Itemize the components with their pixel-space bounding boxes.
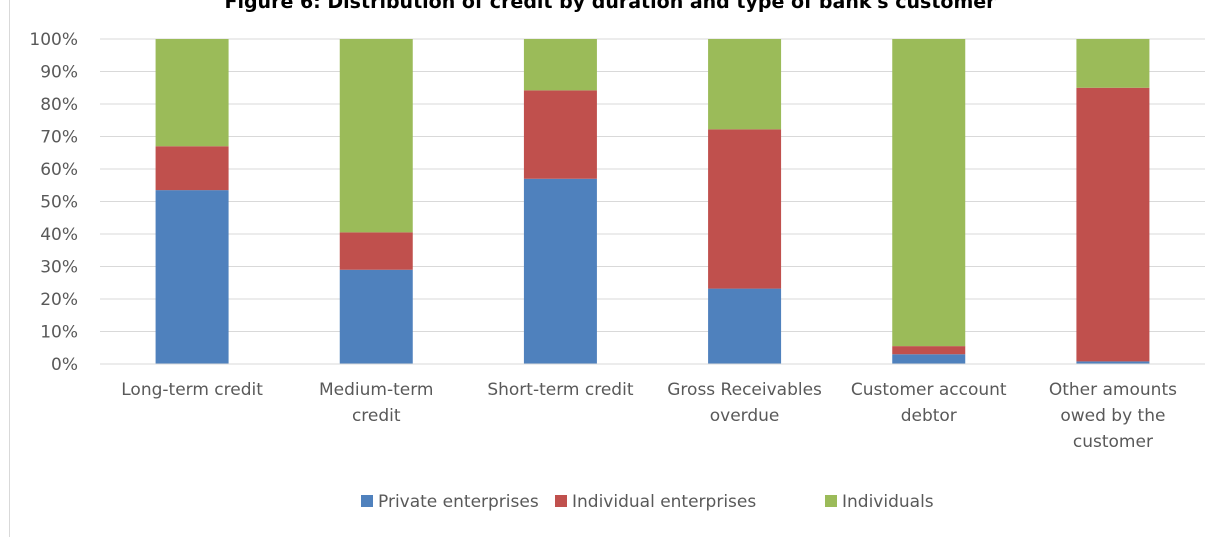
y-tick-label: 20% <box>40 290 78 310</box>
bar-individual-enterprises <box>523 90 597 179</box>
y-tick-label: 80% <box>40 95 78 115</box>
bar-individual-enterprises <box>1076 87 1150 362</box>
x-category-label: Short-term credit <box>487 380 633 400</box>
y-tick-label: 90% <box>40 63 78 83</box>
x-category-label: Other amounts owed by the customer <box>1049 380 1177 452</box>
y-tick-label: 100% <box>29 30 78 50</box>
y-tick-label: 40% <box>40 225 78 245</box>
bar-individuals <box>155 39 229 147</box>
chart-title: Figure 6: Distribution of credit by dura… <box>224 0 996 13</box>
y-tick-label: 10% <box>40 323 78 343</box>
bar-private-enterprises <box>708 288 782 364</box>
y-tick-label: 30% <box>40 258 78 278</box>
legend-swatch <box>555 495 567 507</box>
bar-private-enterprises <box>339 269 413 364</box>
bar-individuals <box>1076 39 1150 88</box>
x-category-label: Medium-term credit <box>319 380 433 426</box>
bar-private-enterprises <box>523 178 597 364</box>
y-tick-label: 0% <box>51 355 78 375</box>
legend-label: Individual enterprises <box>572 492 756 512</box>
x-category-label: Long-term credit <box>121 380 263 400</box>
bar-individuals <box>892 39 966 347</box>
y-tick-label: 60% <box>40 160 78 180</box>
bar-individual-enterprises <box>155 146 229 191</box>
y-tick-label: 70% <box>40 128 78 148</box>
bar-private-enterprises <box>1076 361 1150 364</box>
bar-private-enterprises <box>892 354 966 364</box>
bar-individual-enterprises <box>708 129 782 289</box>
legend-label: Individuals <box>842 492 934 512</box>
bar-individual-enterprises <box>339 232 413 270</box>
bar-individuals <box>523 39 597 91</box>
chart-frame <box>9 0 1220 537</box>
legend-swatch <box>825 495 837 507</box>
bar-private-enterprises <box>155 190 229 364</box>
y-tick-label: 50% <box>40 193 78 213</box>
x-category-label: Gross Receivables overdue <box>667 380 822 426</box>
bar-individuals <box>339 39 413 233</box>
bar-individual-enterprises <box>892 346 966 355</box>
x-category-label: Customer account debtor <box>851 380 1007 426</box>
legend-label: Private enterprises <box>378 492 539 512</box>
bar-individuals <box>708 39 782 130</box>
legend-swatch <box>361 495 373 507</box>
